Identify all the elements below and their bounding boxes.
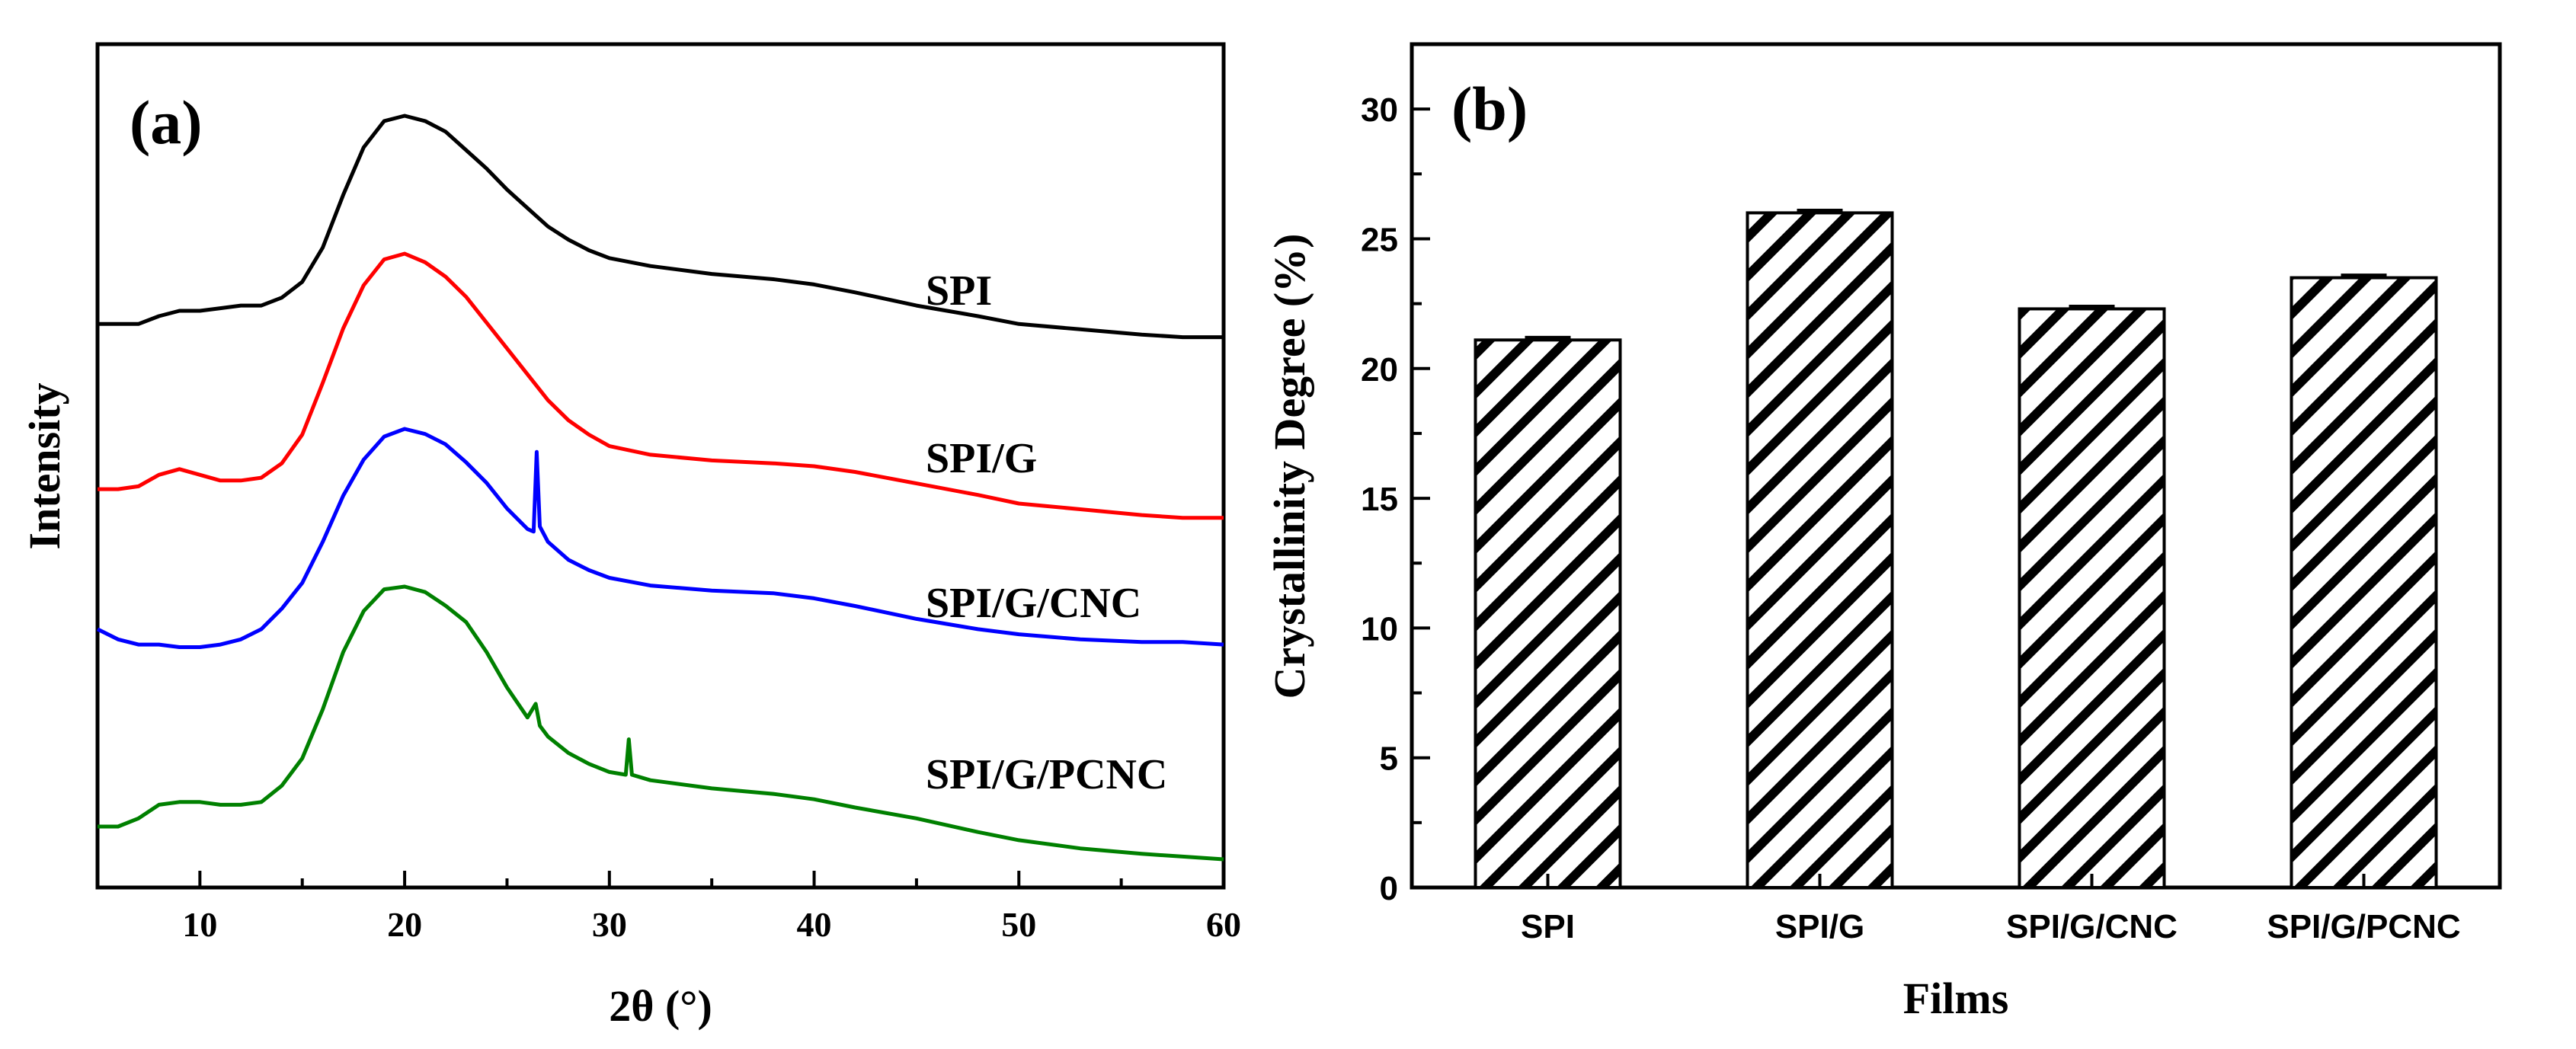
series-label-spi-g-pcnc: SPI/G/PCNC <box>926 751 1167 798</box>
panel-b-x-axis-title: Films <box>1903 974 2009 1023</box>
x-tick-label: 40 <box>797 905 832 944</box>
panel-a-plot-frame <box>95 42 1226 890</box>
category-label-spi: SPI <box>1521 908 1575 945</box>
series-line-spi-g-pcnc <box>98 584 1224 862</box>
bar-spi <box>1474 338 1622 890</box>
panel-b-label: (b) <box>1451 74 1528 143</box>
category-label-spi-g-cnc: SPI/G/CNC <box>2006 908 2178 945</box>
panel-b-crystallinity-chart: 0 5 10 15 20 25 30 SPI SPI/G SPI/G/CNC SPI/G/PCNC… <box>1265 42 2502 1023</box>
x-tick-label: 10 <box>182 905 217 944</box>
panel-b-y-ticks: 0 5 10 15 20 25 30 <box>1361 91 1430 907</box>
panel-b-plot-frame <box>1410 42 2502 890</box>
panel-b-y-axis-title: Crystallinity Degree (%) <box>1265 234 1314 699</box>
panel-a-x-axis-title: 2θ (°) <box>609 981 712 1031</box>
series-label-spi-g-cnc: SPI/G/CNC <box>926 580 1141 627</box>
series-line-spi-g-cnc <box>96 427 1224 649</box>
bar-spi-g-cnc <box>2018 307 2166 890</box>
x-tick-label: 20 <box>387 905 422 944</box>
y-tick-label: 30 <box>1361 91 1398 129</box>
panel-b-x-categories: SPI SPI/G SPI/G/CNC SPI/G/PCNC <box>1521 874 2461 945</box>
bar-spi-g <box>1746 211 1894 889</box>
y-tick-label: 25 <box>1361 221 1398 258</box>
series-line-spi <box>98 114 1224 340</box>
y-tick-label: 10 <box>1361 610 1398 648</box>
y-tick-label: 0 <box>1380 870 1398 907</box>
panel-a-xrd-chart: 10 20 30 40 50 60 SPI SPI/G SPI/G/CNC SPI/G/PCNC… <box>20 42 1241 1031</box>
series-line-spi-g <box>98 251 1224 520</box>
x-tick-label: 60 <box>1206 905 1241 944</box>
x-tick-label: 50 <box>1001 905 1036 944</box>
category-label-spi-g: SPI/G <box>1775 908 1864 945</box>
panel-a-label: (a) <box>130 88 203 157</box>
panel-a-series-labels: SPI SPI/G SPI/G/CNC SPI/G/PCNC <box>926 267 1167 798</box>
panel-b-bars-group <box>1474 208 2438 890</box>
series-label-spi-g: SPI/G <box>926 435 1037 482</box>
panel-a-x-ticks: 10 20 30 40 50 60 <box>96 871 1241 944</box>
category-label-spi-g-pcnc: SPI/G/PCNC <box>2267 908 2460 945</box>
bar-spi-g-pcnc <box>2290 276 2438 889</box>
panel-a-series-group <box>96 114 1224 862</box>
series-label-spi: SPI <box>926 267 992 315</box>
x-tick-label: 30 <box>592 905 627 944</box>
y-tick-label: 15 <box>1361 481 1398 518</box>
panel-a-y-axis-title: Intensity <box>20 382 69 549</box>
y-tick-label: 5 <box>1380 740 1398 778</box>
y-tick-label: 20 <box>1361 351 1398 389</box>
